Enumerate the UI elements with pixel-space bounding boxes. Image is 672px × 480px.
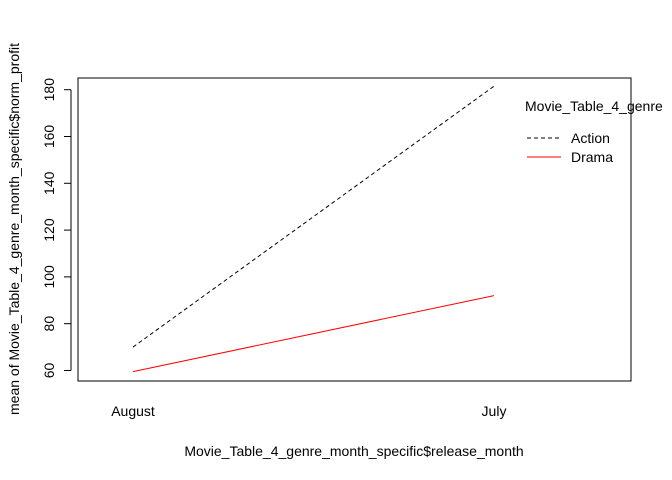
y-tick-label: 160 <box>41 125 57 149</box>
series-line-action <box>132 85 495 348</box>
y-tick-label: 180 <box>41 78 57 102</box>
y-tick-label: 120 <box>41 218 57 242</box>
x-tick-label: August <box>111 403 155 419</box>
x-axis: August July <box>111 403 506 419</box>
legend: Movie_Table_4_genre Action Drama <box>525 98 663 165</box>
series-line-drama <box>132 295 495 373</box>
x-axis-label: Movie_Table_4_genre_month_specific$relea… <box>184 443 523 459</box>
legend-title: Movie_Table_4_genre <box>525 98 663 114</box>
y-tick-label: 100 <box>41 265 57 289</box>
x-tick-label: July <box>482 403 507 419</box>
plot-box <box>77 77 632 382</box>
series-lines <box>132 85 495 373</box>
y-tick-label: 60 <box>41 362 57 378</box>
y-tick-label: 80 <box>41 316 57 332</box>
legend-label-drama: Drama <box>571 149 613 165</box>
y-axis: 60 80 100 120 140 160 180 <box>41 78 72 378</box>
y-axis-label: mean of Movie_Table_4_genre_month_specif… <box>6 43 22 415</box>
y-tick-label: 140 <box>41 171 57 195</box>
legend-label-action: Action <box>571 130 610 146</box>
